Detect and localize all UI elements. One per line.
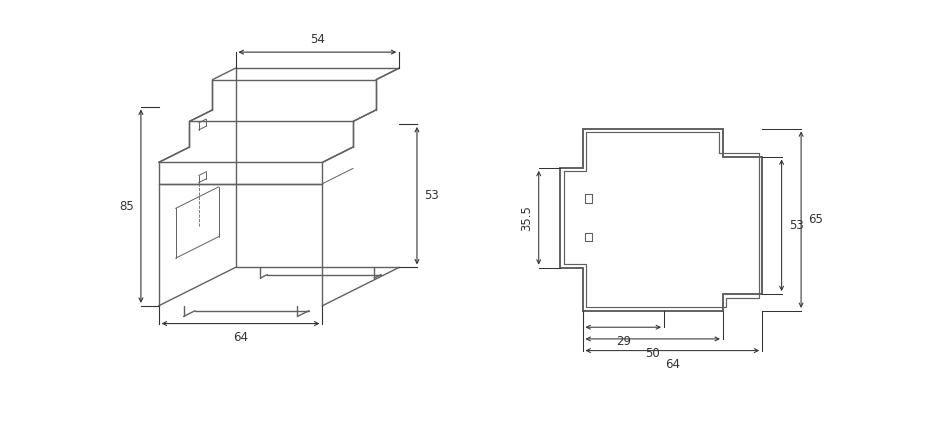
Text: 29: 29 <box>616 335 631 348</box>
Text: 50: 50 <box>646 347 660 360</box>
Text: 64: 64 <box>233 331 248 343</box>
Text: 54: 54 <box>310 33 325 46</box>
Text: 64: 64 <box>665 358 680 371</box>
Text: 85: 85 <box>119 200 133 213</box>
Text: 53: 53 <box>424 189 439 202</box>
Text: 65: 65 <box>808 213 823 226</box>
Text: 35.5: 35.5 <box>520 205 533 231</box>
Text: 53: 53 <box>789 219 804 232</box>
